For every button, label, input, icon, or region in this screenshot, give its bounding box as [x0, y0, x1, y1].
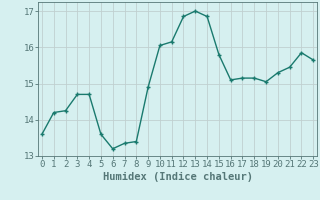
X-axis label: Humidex (Indice chaleur): Humidex (Indice chaleur): [103, 172, 252, 182]
